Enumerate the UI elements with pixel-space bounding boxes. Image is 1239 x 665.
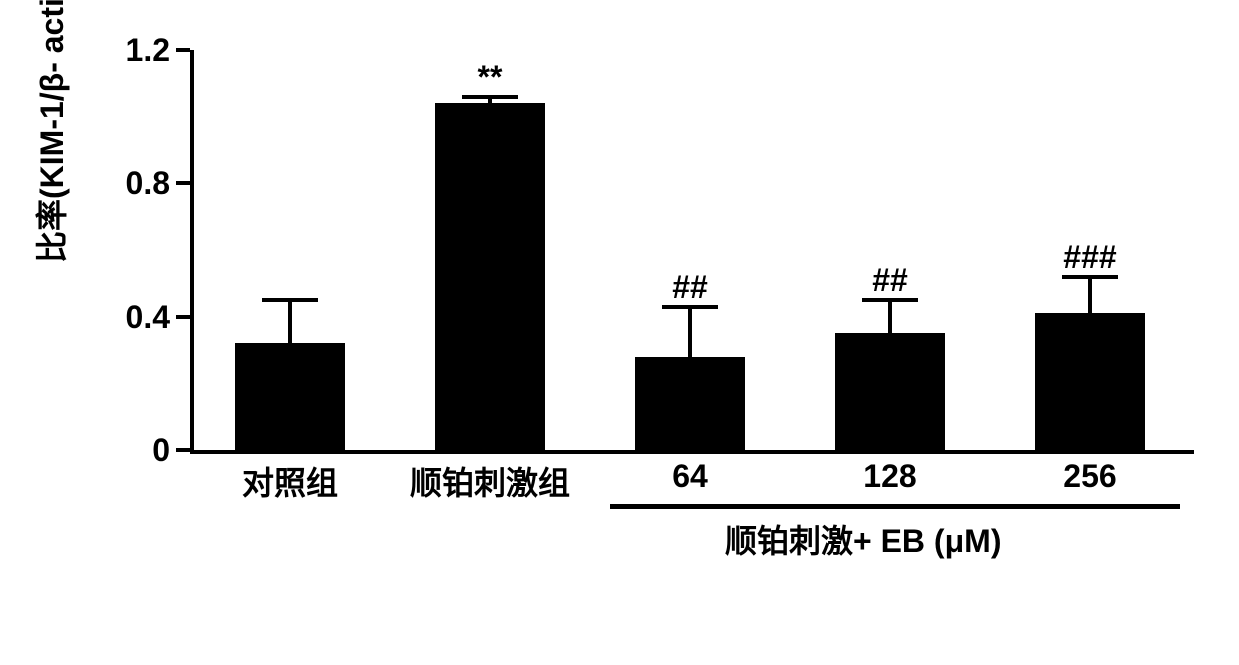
y-tick	[176, 181, 190, 185]
error-bar	[1088, 277, 1092, 314]
group-label: 顺铂刺激+ EB (μM)	[725, 516, 1001, 562]
bar	[235, 343, 345, 450]
bar	[435, 103, 545, 450]
significance-label: ##	[830, 262, 950, 299]
x-tick-label: 对照组	[190, 458, 390, 504]
y-tick	[176, 48, 190, 52]
x-tick-label: 64	[590, 458, 790, 495]
x-tick-label: 256	[990, 458, 1190, 495]
error-bar	[888, 300, 892, 333]
significance-label: ##	[630, 269, 750, 306]
significance-label: **	[430, 59, 550, 96]
error-cap	[262, 298, 318, 302]
bar	[835, 333, 945, 450]
y-tick	[176, 448, 190, 452]
y-tick-label: 1.2	[126, 32, 170, 69]
y-tick-label: 0.8	[126, 165, 170, 202]
x-tick-label: 顺铂刺激组	[390, 458, 590, 504]
error-bar	[288, 300, 292, 343]
bar	[1035, 313, 1145, 450]
error-bar	[688, 307, 692, 357]
bar	[635, 357, 745, 450]
y-tick	[176, 315, 190, 319]
group-line	[610, 504, 1180, 509]
y-tick-label: 0	[152, 432, 170, 469]
y-tick-label: 0.4	[126, 299, 170, 336]
significance-label: ###	[1030, 239, 1150, 276]
chart-container: 比率(KIM-1/β- actin) 00.40.81.2对照组**顺铂刺激组#…	[20, 20, 1239, 645]
x-tick-label: 128	[790, 458, 990, 495]
